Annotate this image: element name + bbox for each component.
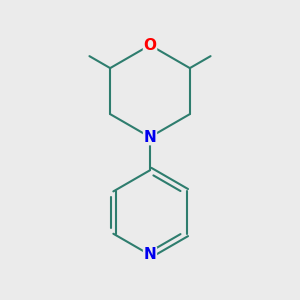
Text: N: N	[144, 248, 156, 262]
Text: N: N	[144, 130, 156, 145]
Text: O: O	[143, 38, 157, 52]
